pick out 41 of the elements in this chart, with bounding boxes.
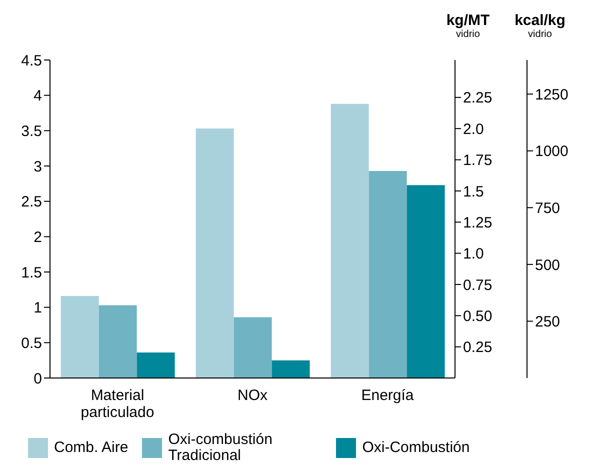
x-tick-label: Energía: [361, 387, 414, 404]
y2-tick-label: 0.75: [463, 276, 492, 294]
y-tick-label: 1: [34, 300, 42, 317]
y3-tick-label: 1000: [535, 143, 568, 160]
y-tick-label: 4.5: [21, 52, 42, 70]
bar: [272, 360, 310, 378]
bar: [98, 305, 137, 378]
y-tick-label: 0.5: [21, 334, 42, 352]
y2-tick-label: 1.75: [463, 152, 492, 170]
y-tick-label: 2: [34, 228, 42, 246]
y-tick-label: 4: [34, 88, 42, 105]
y2-tick-label: 1.25: [463, 214, 492, 232]
y3-axis-title: kcal/kg vidrio: [514, 12, 566, 40]
legend-label: Oxi-combustión Tradicional: [168, 431, 274, 464]
y-tick-label: 3.5: [21, 122, 42, 140]
y2-tick-label: 0.25: [463, 339, 492, 356]
bar: [60, 296, 99, 378]
y2-tick-label: 2.25: [463, 90, 492, 107]
bar: [234, 317, 272, 378]
y2-axis-title: kg/MT vidrio: [445, 12, 491, 40]
y2-tick-label: 0.50: [463, 308, 492, 325]
y2-tick-label: 2.0: [463, 120, 484, 138]
bar: [196, 128, 234, 378]
y3-tick-label: 500: [535, 256, 560, 274]
y-tick-label: 0: [34, 370, 42, 388]
y3-tick-label: 250: [535, 314, 560, 331]
bar: [406, 185, 445, 378]
y-tick-label: 1.5: [21, 264, 42, 282]
y-tick-label: 2.5: [21, 194, 42, 211]
bar: [368, 170, 407, 378]
y3-tick-label: 750: [535, 200, 560, 217]
legend-label: Oxi-Combustión: [362, 439, 470, 456]
y3-tick-label: 1250: [535, 86, 568, 104]
bar: [330, 104, 369, 378]
y-tick-label: 3: [34, 158, 42, 176]
bar: [136, 352, 175, 378]
y2-tick-label: 1.0: [463, 246, 484, 263]
x-tick-label: NOx: [238, 387, 268, 404]
x-tick-label: Material particulado: [80, 387, 154, 421]
y2-tick-label: 1.5: [463, 183, 484, 200]
legend-label: Comb. Aire: [54, 439, 128, 456]
